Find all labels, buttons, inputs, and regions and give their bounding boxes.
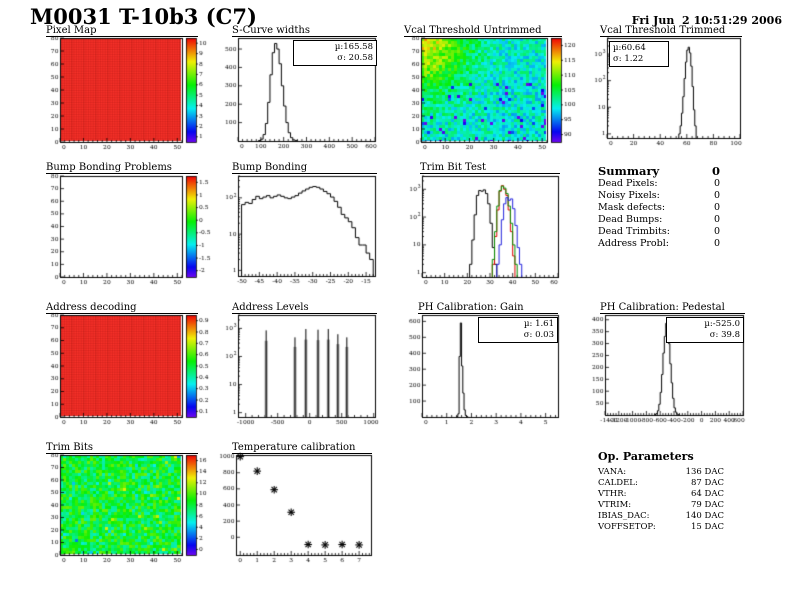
vcal-trimmed-sigma: σ: 1.22: [613, 54, 644, 64]
summary-row-dead-bumps: Dead Bumps: 0: [598, 214, 720, 225]
vcal-trimmed-stats-box: µ:60.64 σ: 1.22: [609, 41, 669, 67]
vcal-trimmed-title: Vcal Threshold Trimmed: [600, 25, 742, 37]
summary-block: Summary 0 Dead Pixels: 0 Noisy Pixels: 0 M…: [598, 164, 720, 250]
summary-row-noisy-pixels: Noisy Pixels: 0: [598, 190, 720, 201]
summary-row-mask-defects: Mask defects: 0: [598, 202, 720, 213]
summary-header: Summary 0: [598, 164, 720, 178]
scurve-mu: µ:165.58: [334, 42, 373, 52]
op-parameters-block: Op. Parameters VANA: 136 DAC CALDEL: 87 DA…: [598, 450, 724, 533]
vcal-untrimmed-title: Vcal Threshold Untrimmed: [404, 25, 562, 37]
op-parameters-title: Op. Parameters: [598, 450, 694, 463]
op-row-ibias: IBIAS_DAC: 140 DAC: [598, 511, 724, 521]
ph-gain-title: PH Calibration: Gain: [418, 302, 558, 314]
op-row-vtrim: VTRIM: 79 DAC: [598, 500, 724, 510]
timestamp: Fri Jun 2 10:51:29 2006: [631, 14, 782, 27]
pixel-map-title: Pixel Map: [46, 25, 198, 37]
ph-pedestal-mu: µ:-525.0: [704, 319, 740, 329]
bump-problems-title: Bump Bonding Problems: [46, 162, 198, 174]
ph-pedestal-title: PH Calibration: Pedestal: [600, 302, 745, 314]
scurve-stats-box: µ:165.58 σ: 20.58: [293, 40, 377, 66]
trim-bit-test-title: Trim Bit Test: [420, 162, 560, 174]
summary-row-dead-trimbits: Dead Trimbits: 0: [598, 226, 720, 237]
op-row-voffsetop: VOFFSETOP: 15 DAC: [598, 522, 724, 532]
vcal-trimmed-mu: µ:60.64: [613, 43, 646, 53]
scurve-sigma: σ: 20.58: [337, 53, 373, 63]
summary-row-address-probl: Address Probl: 0: [598, 238, 720, 249]
page-title: M0031 T-10b3 (C7): [30, 4, 257, 29]
ph-gain-stats-box: µ: 1.61 σ: 0.03: [478, 317, 558, 343]
summary-row-dead-pixels: Dead Pixels: 0: [598, 178, 720, 189]
summary-total: 0: [711, 164, 720, 178]
ph-pedestal-stats-box: µ:-525.0 σ: 39.8: [666, 317, 744, 343]
address-levels-title: Address Levels: [232, 302, 377, 314]
ph-gain-sigma: σ: 0.03: [523, 330, 554, 340]
op-row-vana: VANA: 136 DAC: [598, 467, 724, 477]
summary-title: Summary: [598, 164, 660, 178]
ph-gain-mu: µ: 1.61: [523, 319, 554, 329]
scurve-widths-title: S-Curve widths: [232, 25, 377, 37]
temp-calib-title: Temperature calibration: [232, 442, 372, 454]
trim-bits-title: Trim Bits: [46, 442, 198, 454]
op-row-caldel: CALDEL: 87 DAC: [598, 478, 724, 488]
ph-pedestal-sigma: σ: 39.8: [709, 330, 740, 340]
address-decoding-title: Address decoding: [46, 302, 198, 314]
op-row-vthr: VTHR: 64 DAC: [598, 489, 724, 499]
bump-bonding-title: Bump Bonding: [232, 162, 377, 174]
